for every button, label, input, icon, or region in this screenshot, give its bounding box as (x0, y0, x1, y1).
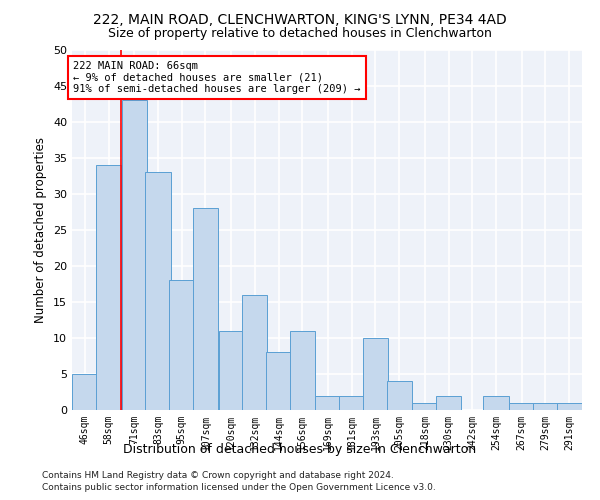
Bar (363, 338, 388, 410)
Bar (122, 100, 147, 410)
Bar (533, 403, 558, 410)
Bar (96, 165, 121, 410)
Bar (412, 403, 437, 410)
Text: 222, MAIN ROAD, CLENCHWARTON, KING'S LYNN, PE34 4AD: 222, MAIN ROAD, CLENCHWARTON, KING'S LYN… (93, 12, 507, 26)
Bar (436, 396, 461, 410)
Bar (72, 374, 97, 410)
Bar (242, 295, 268, 410)
Bar (193, 208, 218, 410)
Bar (169, 280, 194, 410)
Bar (290, 331, 315, 410)
Bar (218, 331, 244, 410)
Bar (509, 403, 534, 410)
Text: 222 MAIN ROAD: 66sqm
← 9% of detached houses are smaller (21)
91% of semi-detach: 222 MAIN ROAD: 66sqm ← 9% of detached ho… (73, 61, 361, 94)
Text: Distribution of detached houses by size in Clenchwarton: Distribution of detached houses by size … (124, 442, 476, 456)
Bar (484, 396, 509, 410)
Bar (266, 352, 291, 410)
Bar (557, 403, 582, 410)
Bar (339, 396, 364, 410)
Bar (145, 172, 170, 410)
Bar (316, 396, 341, 410)
Text: Contains public sector information licensed under the Open Government Licence v3: Contains public sector information licen… (42, 484, 436, 492)
Text: Size of property relative to detached houses in Clenchwarton: Size of property relative to detached ho… (108, 28, 492, 40)
Y-axis label: Number of detached properties: Number of detached properties (34, 137, 47, 323)
Bar (386, 381, 412, 410)
Text: Contains HM Land Registry data © Crown copyright and database right 2024.: Contains HM Land Registry data © Crown c… (42, 471, 394, 480)
